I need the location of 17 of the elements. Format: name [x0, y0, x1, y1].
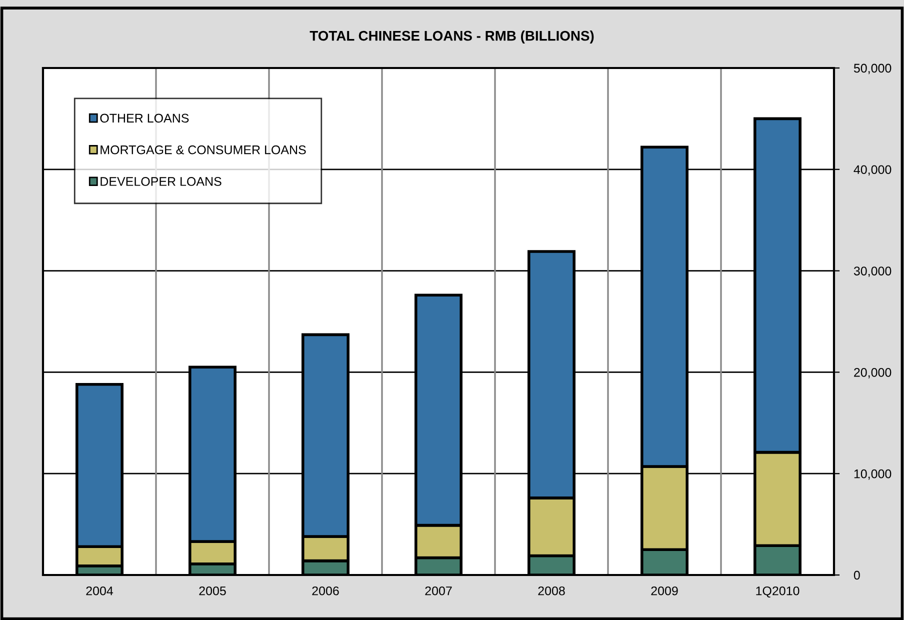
x-tick-label: 2008	[538, 586, 565, 596]
y-tick-label: 10,000	[854, 469, 892, 480]
chart-title: TOTAL CHINESE LOANS - RMB (BILLIONS)	[310, 30, 594, 44]
y-tick-label: 0	[854, 570, 860, 580]
legend-label: DEVELOPER LOANS	[100, 177, 222, 186]
legend-label: MORTGAGE & CONSUMER LOANS	[100, 145, 306, 154]
legend-label: OTHER LOANS	[100, 114, 189, 123]
y-tick-label: 20,000	[854, 368, 892, 378]
x-tick-label: 2005	[199, 586, 226, 596]
x-tick-label: 2004	[86, 586, 114, 596]
y-tick-label: 50,000	[854, 64, 892, 74]
x-tick-label: 2007	[425, 586, 452, 596]
y-tick-label: 30,000	[854, 266, 892, 277]
y-tick-label: 40,000	[854, 165, 892, 176]
x-tick-label: 1Q2010	[756, 586, 800, 598]
x-tick-label: 2006	[312, 586, 339, 596]
x-tick-label: 2009	[651, 586, 678, 596]
